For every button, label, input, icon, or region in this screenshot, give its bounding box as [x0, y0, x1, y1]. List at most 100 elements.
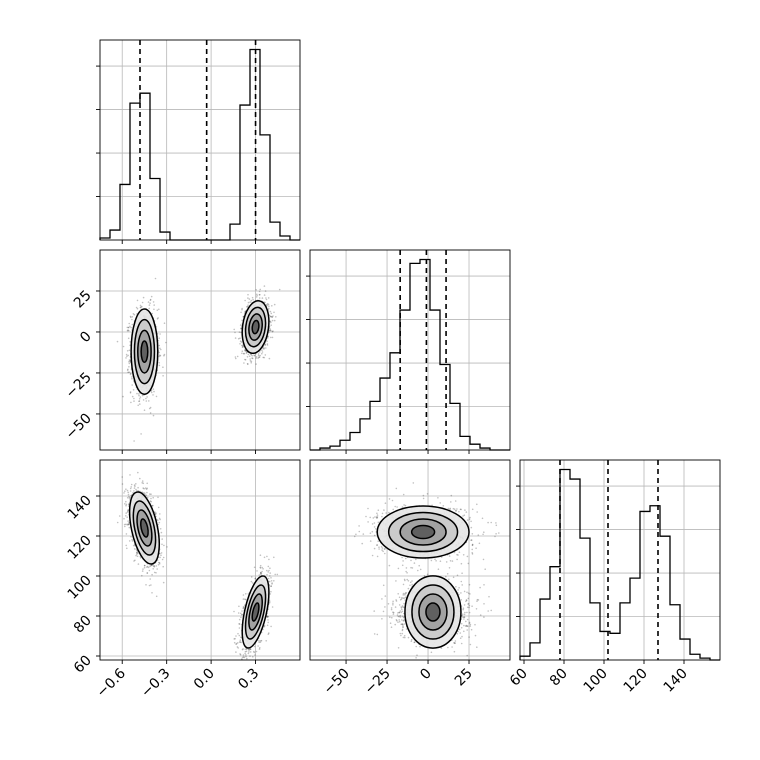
sample-point	[246, 356, 249, 358]
sample-point	[129, 487, 132, 490]
sample-point	[234, 337, 237, 339]
sample-point	[158, 521, 161, 524]
sample-point	[141, 574, 143, 577]
sample-point	[260, 573, 262, 576]
sample-point	[149, 578, 151, 580]
sample-point	[137, 552, 139, 555]
sample-point	[133, 400, 135, 402]
sample-point	[141, 482, 143, 484]
sample-point	[241, 307, 243, 310]
sample-point	[129, 392, 132, 394]
sample-point	[142, 482, 145, 485]
sample-point	[129, 391, 132, 393]
sample-point	[247, 649, 250, 651]
sample-point	[124, 525, 126, 528]
sample-point	[146, 572, 148, 574]
sample-point	[258, 648, 261, 650]
sample-point	[143, 487, 145, 490]
sample-point	[268, 357, 271, 360]
sample-point	[268, 601, 271, 604]
sample-point	[128, 371, 130, 374]
sample-point	[149, 406, 152, 409]
sample-point	[263, 285, 266, 287]
sample-point	[259, 647, 261, 649]
sample-point	[131, 323, 134, 326]
sample-point	[150, 500, 152, 503]
sample-point	[251, 296, 254, 299]
sample-point	[255, 289, 257, 291]
sample-point	[257, 353, 260, 355]
sample-point	[160, 554, 162, 557]
sample-point	[128, 329, 130, 332]
sample-point	[240, 341, 243, 343]
sample-point	[243, 362, 245, 364]
sample-point	[247, 297, 249, 299]
sample-point	[234, 331, 236, 334]
sample-point	[133, 397, 135, 400]
sample-point	[253, 651, 256, 654]
sample-point	[264, 343, 267, 346]
sample-point	[253, 354, 255, 357]
sample-point	[156, 568, 158, 570]
sample-point	[254, 654, 256, 656]
sample-point	[129, 372, 132, 375]
sample-point	[249, 648, 252, 651]
scatter-content	[116, 277, 281, 442]
sample-point	[259, 564, 262, 567]
sample-point	[136, 555, 139, 558]
sample-point	[154, 513, 157, 515]
sample-point	[251, 582, 254, 584]
sample-point	[244, 652, 246, 655]
sample-point	[126, 350, 129, 352]
density-fill	[141, 340, 148, 363]
sample-point	[265, 303, 268, 306]
sample-point	[126, 326, 129, 329]
sample-point	[247, 652, 250, 655]
sample-point	[133, 313, 136, 316]
sample-point	[244, 359, 247, 361]
sample-point	[248, 651, 250, 653]
sample-point	[257, 357, 259, 359]
histogram-steps-p2	[519, 468, 720, 661]
sample-point	[146, 496, 149, 499]
sample-point	[127, 493, 130, 496]
sample-point	[128, 322, 130, 325]
sample-point	[266, 340, 268, 343]
sample-point	[116, 521, 119, 524]
sample-point	[139, 403, 141, 405]
sample-point	[136, 553, 138, 555]
sample-point	[239, 641, 241, 643]
sample-point	[247, 293, 249, 296]
sample-point	[263, 626, 265, 628]
sample-point	[244, 650, 247, 653]
sample-point	[154, 277, 157, 280]
sample-point	[241, 610, 243, 612]
sample-point	[271, 330, 274, 333]
sample-point	[246, 657, 248, 660]
density-fill	[252, 320, 259, 334]
sample-point	[138, 400, 141, 402]
sample-point	[143, 409, 146, 412]
sample-point	[161, 538, 163, 540]
sample-point	[253, 645, 256, 648]
sample-point	[158, 308, 160, 311]
sample-point	[148, 407, 151, 410]
sample-point	[131, 376, 133, 378]
sample-point	[161, 558, 164, 561]
sample-point	[159, 528, 162, 530]
sample-point	[238, 605, 240, 608]
sample-point	[159, 513, 161, 515]
sample-point	[252, 656, 254, 658]
sample-point	[249, 648, 252, 650]
sample-point	[241, 319, 243, 322]
sample-point	[261, 566, 264, 569]
sample-point	[137, 563, 140, 565]
sample-point	[245, 351, 248, 354]
sample-point	[163, 322, 166, 325]
sample-point	[241, 656, 244, 659]
sample-point	[233, 638, 235, 640]
sample-point	[132, 313, 135, 315]
sample-point	[152, 496, 154, 499]
sample-point	[241, 613, 244, 616]
sample-point	[244, 349, 247, 352]
